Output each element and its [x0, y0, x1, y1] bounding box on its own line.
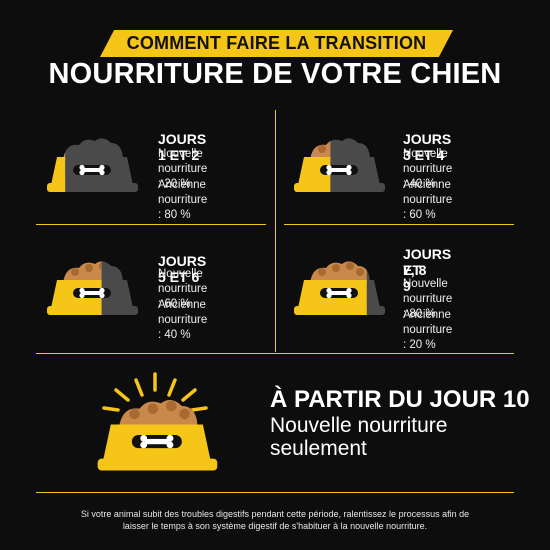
- footnote: Si votre animal subit des troubles diges…: [45, 508, 505, 532]
- old-food-label: Ancienne: [403, 179, 451, 191]
- kibble-pile: [63, 261, 123, 284]
- food-bowl-icon: [47, 261, 138, 315]
- old-food-value: nourriture : 20 %: [403, 324, 453, 351]
- section-banner: COMMENT FAIRE LA TRANSITION: [100, 30, 453, 57]
- food-bowl-icon: [294, 138, 385, 192]
- new-food-value: nourriture : 40 %: [403, 163, 453, 190]
- kibble-pile: [118, 400, 198, 430]
- food-bowl-icon: [47, 138, 138, 192]
- new-food-value: nourriture : 60 %: [158, 283, 208, 310]
- step-title: JOURS 7, 8: [403, 246, 452, 278]
- old-food-label: Ancienne: [158, 179, 206, 191]
- grid-divider-bottom: [36, 492, 514, 493]
- final-step-subtitle: Nouvelle nourriture seulement: [270, 414, 530, 460]
- new-food-label: Nouvelle: [403, 278, 448, 290]
- page-title: NOURRITURE DE VOTRE CHIEN: [48, 58, 502, 90]
- grid-divider-top-right: [284, 224, 514, 225]
- new-food-value: nourriture : 20 %: [158, 163, 208, 190]
- sparkle-rays-icon: [102, 372, 208, 412]
- kibble-pile: [310, 261, 370, 284]
- new-food-label: Nouvelle: [158, 268, 203, 280]
- kibble-pile: [310, 138, 370, 161]
- step-title: JOURS 5 ET 6: [158, 253, 207, 285]
- step-title: ET 9: [403, 262, 421, 294]
- step-title: JOURS 3 ET 4: [403, 131, 452, 163]
- new-food-label: Nouvelle: [403, 148, 448, 160]
- old-food-label: Ancienne: [158, 299, 206, 311]
- food-bowl-icon: [97, 400, 218, 471]
- old-food-value: nourriture : 80 %: [158, 194, 208, 221]
- old-food-value: nourriture : 40 %: [158, 314, 208, 341]
- footnote-line: laisser le temps à son système digestif …: [122, 521, 428, 531]
- final-step-subtitle-line: seulement: [270, 437, 367, 460]
- old-food-value: nourriture : 60 %: [403, 194, 453, 221]
- new-food-label: Nouvelle: [158, 148, 203, 160]
- step-title: JOURS 1 ET 2: [158, 131, 207, 163]
- final-step-title: À PARTIR DU JOUR 10: [270, 386, 530, 413]
- grid-divider-vertical: [275, 110, 276, 352]
- old-food-label: Ancienne: [403, 309, 451, 321]
- footnote-line: Si votre animal subit des troubles diges…: [80, 509, 470, 519]
- grid-divider-middle: [36, 353, 514, 354]
- grid-divider-top: [36, 224, 266, 225]
- food-bowl-icon: [294, 261, 385, 315]
- new-food-value: nourriture : 80 %: [403, 293, 453, 320]
- final-step-subtitle-line: Nouvelle nourriture: [270, 414, 448, 437]
